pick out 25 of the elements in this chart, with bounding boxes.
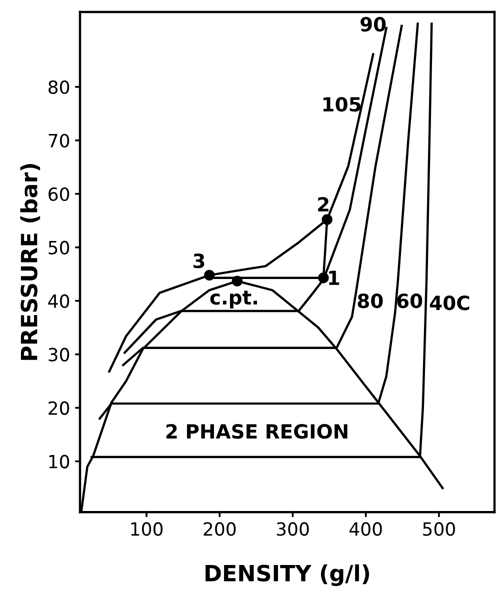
y-tick-label: 30 <box>48 348 70 362</box>
y-tick-label: 50 <box>48 240 70 254</box>
y-axis-title: PRESSURE (bar) <box>20 164 40 360</box>
annotation: 90 <box>360 16 386 32</box>
annotation: 80 <box>358 294 383 308</box>
annotation: 3 <box>194 253 204 268</box>
y-tick-label: 80 <box>48 80 70 94</box>
x-tick-label: 200 <box>204 522 236 536</box>
annotation: 2 <box>318 196 328 212</box>
x-tick-label: 300 <box>276 522 309 536</box>
y-tick-label: 20 <box>48 401 70 415</box>
annotation: 1 <box>329 270 340 285</box>
x-tick-label: 500 <box>423 522 455 536</box>
x-axis-title: DENSITY (g/l) <box>206 564 370 586</box>
y-tick-label: 40 <box>48 294 70 308</box>
y-tick-label: 60 <box>48 187 70 201</box>
y-tick-label: 70 <box>48 134 70 148</box>
x-tick-label: 400 <box>350 522 382 536</box>
x-tick-label: 100 <box>131 522 163 536</box>
y-tick-label: 10 <box>49 454 70 468</box>
annotation: c.pt. <box>210 290 257 308</box>
annotation: 105 <box>323 96 360 112</box>
annotation: 60 <box>397 294 422 308</box>
annotation: 40C <box>430 296 470 310</box>
annotation: 2 PHASE REGION <box>166 424 348 439</box>
